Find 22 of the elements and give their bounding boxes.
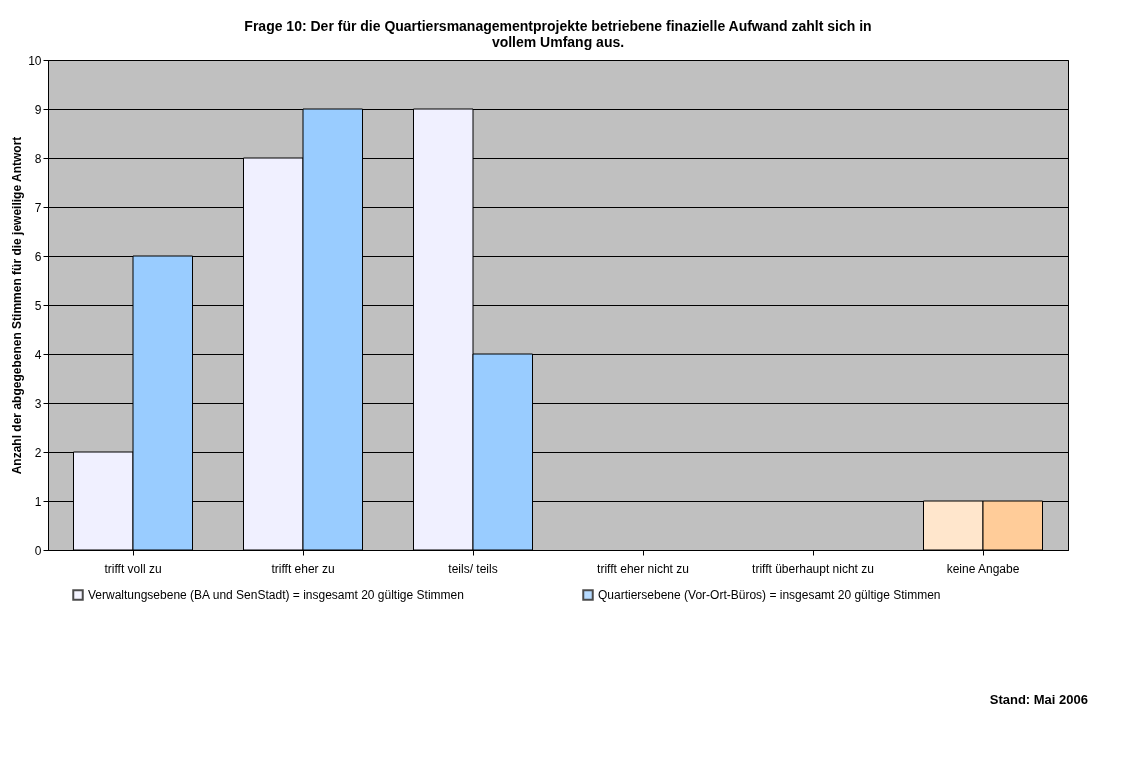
- y-tick-label: 6: [34, 249, 42, 264]
- y-tick-label: 10: [28, 53, 42, 68]
- y-tick-label: 8: [34, 151, 42, 166]
- chart-title: Frage 10: Der für die Quartiersmanagementprojekte betriebene finazielle Aufwand zahlt sich in vollem Umfang aus.: [244, 18, 872, 50]
- x-tick-label: keine Angabe: [946, 561, 1020, 576]
- x-tick-label: trifft eher zu: [271, 561, 335, 576]
- legend-label: Quartiersebene (Vor-Ort-Büros) = insgesamt 20 gültige Stimmen: [598, 588, 941, 602]
- y-tick-label: 7: [34, 200, 42, 215]
- x-tick-label: trifft voll zu: [104, 561, 162, 576]
- y-tick-label: 2: [34, 445, 42, 460]
- text: Stand: Mai 2006: [989, 692, 1088, 707]
- y-tick-label: 3: [34, 396, 42, 411]
- legend-label: Verwaltungsebene (BA und SenStadt) = insgesamt 20 gültige Stimmen: [88, 588, 464, 602]
- y-tick-label: 5: [34, 298, 42, 313]
- y-tick-label: 1: [34, 494, 42, 509]
- y-tick-label: 0: [34, 543, 42, 558]
- x-tick-label: trifft überhaupt nicht zu: [752, 561, 874, 576]
- x-tick-label: trifft eher nicht zu: [597, 561, 689, 576]
- x-tick-label: teils/ teils: [448, 561, 498, 576]
- y-axis-title: Anzahl der abgegebenen Stimmen für die jeweilige Antwort: [10, 136, 25, 475]
- y-tick-label: 9: [34, 102, 42, 117]
- y-tick-label: 4: [34, 347, 42, 362]
